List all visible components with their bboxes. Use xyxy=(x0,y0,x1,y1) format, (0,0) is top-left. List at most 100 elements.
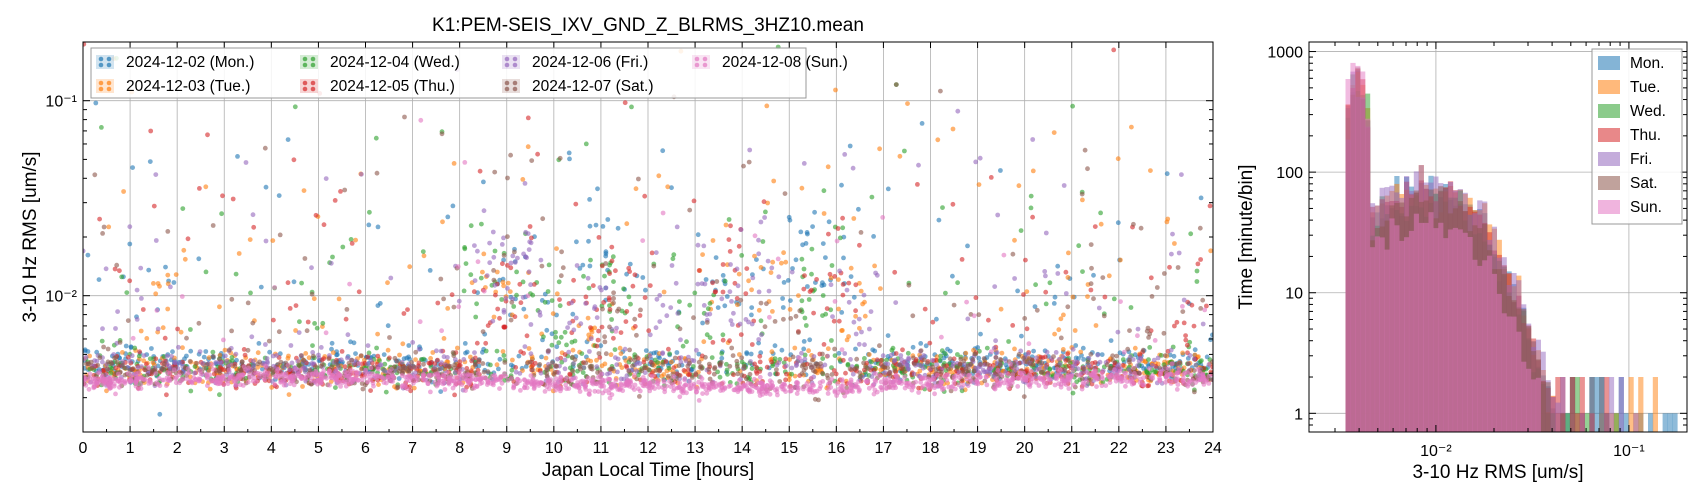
scatter-point xyxy=(581,273,586,279)
scatter-point xyxy=(611,290,616,296)
scatter-point xyxy=(420,249,426,255)
scatter-point xyxy=(175,326,181,332)
scatter-point xyxy=(453,381,459,387)
scatter-point xyxy=(649,379,654,384)
scatter-point xyxy=(611,296,616,301)
scatter-panel: K1:PEM-SEIS_IXV_GND_Z_BLRMS_3HZ10.mean 0… xyxy=(20,15,1222,481)
scatter-point xyxy=(1199,358,1204,363)
scatter-point xyxy=(627,378,633,383)
scatter-point xyxy=(127,241,133,247)
scatter-point xyxy=(647,283,653,288)
scatter-point xyxy=(109,366,115,371)
scatter-point xyxy=(309,291,315,297)
scatter-point xyxy=(578,321,584,327)
scatter-point xyxy=(129,353,135,359)
scatter-point xyxy=(660,210,666,216)
scatter-point xyxy=(665,373,671,379)
scatter-point xyxy=(807,337,813,343)
scatter-point xyxy=(1088,242,1094,248)
scatter-point xyxy=(1185,383,1191,389)
scatter-point xyxy=(630,283,636,289)
scatter-point xyxy=(749,321,755,327)
scatter-point xyxy=(632,324,638,329)
scatter-point xyxy=(441,377,447,383)
scatter-point xyxy=(368,388,373,393)
scatter-point xyxy=(609,244,615,250)
scatter-point xyxy=(656,173,662,179)
scatter-point xyxy=(1121,349,1127,355)
scatter-point xyxy=(320,320,326,326)
scatter-point xyxy=(520,279,526,285)
scatter-point xyxy=(811,383,816,388)
scatter-point xyxy=(735,283,741,289)
scatter-point xyxy=(667,378,672,384)
scatter-point xyxy=(976,312,982,318)
scatter-point xyxy=(1175,382,1181,387)
scatter-point xyxy=(526,346,532,351)
scatter-point xyxy=(972,351,978,357)
scatter-point xyxy=(115,378,121,384)
scatter-point xyxy=(598,343,604,349)
scatter-point xyxy=(453,374,458,380)
scatter-point xyxy=(710,238,716,243)
scatter-point xyxy=(868,309,874,314)
scatter-point xyxy=(853,331,859,337)
scatter-point xyxy=(793,313,799,319)
scatter-point xyxy=(1161,330,1167,336)
scatter-point xyxy=(821,211,827,216)
scatter-point xyxy=(835,226,841,231)
scatter-point xyxy=(869,374,875,379)
scatter-point xyxy=(752,233,758,239)
scatter-point xyxy=(570,368,576,374)
scatter-point xyxy=(951,302,957,308)
scatter-point xyxy=(421,253,427,259)
scatter-point xyxy=(1030,214,1035,220)
scatter-point xyxy=(427,268,433,273)
scatter-point xyxy=(87,375,93,381)
scatter-point xyxy=(574,263,580,268)
scatter-point xyxy=(299,353,304,358)
scatter-point xyxy=(435,371,440,377)
scatter-point xyxy=(1115,364,1120,369)
scatter-point xyxy=(735,371,741,377)
scatter-point xyxy=(83,347,88,353)
scatter-point xyxy=(481,251,487,257)
scatter-point xyxy=(220,193,225,199)
scatter-point xyxy=(772,356,778,361)
scatter-point xyxy=(508,152,513,158)
scatter-point xyxy=(273,374,279,380)
scatter-point xyxy=(657,319,663,324)
scatter-point xyxy=(422,368,428,373)
scatter-point xyxy=(331,373,336,379)
scatter-point xyxy=(817,380,823,385)
scatter-point xyxy=(121,189,126,194)
scatter-point xyxy=(857,242,862,248)
scatter-point xyxy=(720,332,726,338)
scatter-point xyxy=(864,379,870,385)
scatter-point xyxy=(557,303,563,309)
scatter-point xyxy=(1025,351,1031,357)
scatter-point xyxy=(992,284,998,289)
scatter-point xyxy=(618,376,624,382)
scatter-point xyxy=(1089,265,1094,271)
scatter-point xyxy=(824,372,830,378)
scatter-point xyxy=(923,343,929,349)
scatter-point xyxy=(701,243,707,249)
scatter-point xyxy=(360,386,366,392)
scatter-point xyxy=(820,280,825,286)
scatter-point xyxy=(480,269,485,275)
scatter-point xyxy=(869,194,875,200)
scatter-point xyxy=(130,335,136,341)
scatter-point xyxy=(83,382,89,388)
scatter-point xyxy=(720,289,726,295)
scatter-point xyxy=(397,352,402,358)
scatter-point xyxy=(515,377,520,382)
scatter-point xyxy=(480,361,486,366)
scatter-point xyxy=(1180,350,1185,356)
scatter-point xyxy=(758,318,764,324)
scatter-point xyxy=(1066,386,1072,391)
scatter-point xyxy=(240,383,246,388)
scatter-point xyxy=(349,241,355,246)
scatter-point xyxy=(774,367,779,372)
scatter-point xyxy=(201,354,207,360)
